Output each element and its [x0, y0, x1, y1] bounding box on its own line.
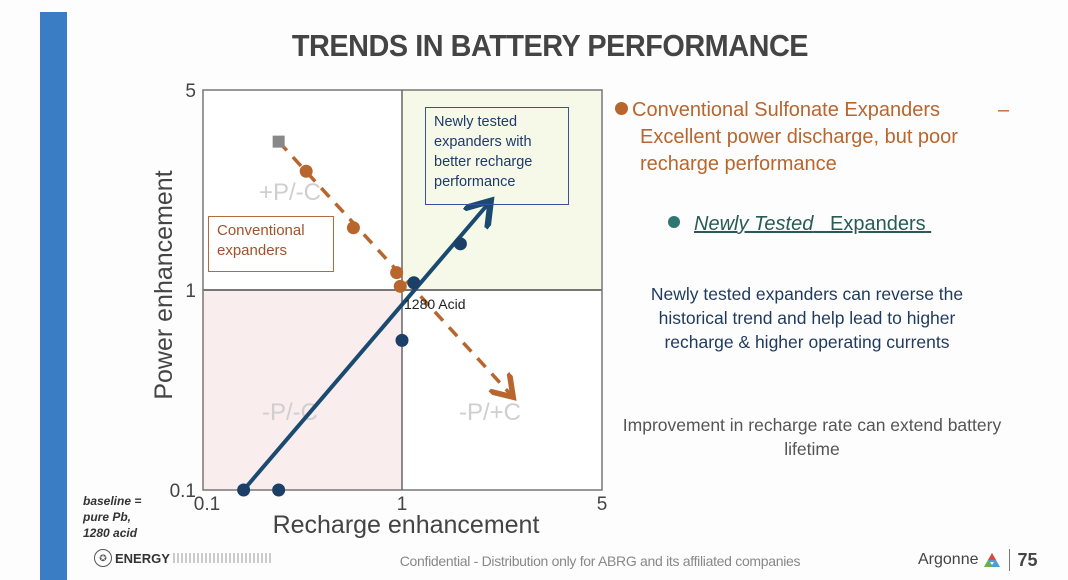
new-trend-arrow [242, 204, 489, 492]
data-point [453, 237, 467, 251]
argonne-triangle-icon [983, 553, 1000, 567]
acid-annotation: 1280 Acid [404, 296, 466, 312]
y-axis-label: Power enhancement [150, 170, 178, 399]
accent-sidebar [40, 12, 67, 580]
quadrant-top-left [203, 90, 402, 290]
legend-conventional-description: Excellent power discharge, but poor rech… [640, 126, 958, 175]
logo-separator [1008, 549, 1010, 571]
legend-conventional: Conventional Sulfonate Expanders – Excel… [615, 97, 1035, 178]
data-point [407, 276, 421, 290]
baseline-line-2: pure Pb, [83, 510, 132, 524]
data-point [299, 164, 313, 178]
legend-dash: – [998, 99, 1010, 121]
teal-bullet-icon [668, 216, 680, 228]
data-point [390, 266, 404, 280]
legend-new-rest: Expanders [830, 213, 926, 235]
y-tick-label: 0.1 [170, 481, 196, 502]
y-tick-label: 5 [185, 81, 196, 102]
data-point [395, 333, 409, 347]
baseline-line-3: 1280 acid [83, 526, 138, 540]
energy-fine-print [172, 553, 273, 563]
orange-bullet-icon [615, 102, 628, 115]
x-tick-label: 0.1 [194, 494, 220, 515]
baseline-line-1: baseline = [83, 494, 142, 508]
description-lifetime: Improvement in recharge rate can extend … [622, 415, 1002, 459]
quadrant-bottom-left [203, 290, 402, 490]
data-point [393, 279, 407, 293]
quadrant-label-top-left: +P/-C [259, 179, 321, 206]
footer-confidential: Confidential - Distribution only for ABR… [399, 553, 801, 569]
slide-title: TRENDS IN BATTERY PERFORMANCE [291, 28, 809, 63]
x-axis-label: Recharge enhancement [273, 511, 540, 539]
argonne-wordmark: Argonne [918, 551, 979, 568]
baseline-note: baseline = pure Pb, 1280 acid [83, 493, 153, 541]
data-point-square [272, 135, 285, 148]
legend-newly-tested: Newly Tested Expanders [668, 213, 931, 236]
doe-seal-icon: ✪ [94, 549, 112, 567]
quadrant-label-bottom-right: -P/+C [459, 399, 521, 426]
y-tick-label: 1 [185, 281, 196, 302]
description-reverse-trend: Newly tested expanders can reverse the h… [650, 284, 964, 352]
annotation-conventional: Conventional expanders [208, 216, 334, 272]
legend-conventional-label: Conventional Sulfonate Expanders [632, 99, 940, 121]
data-point [237, 483, 251, 497]
x-tick-label: 1 [397, 494, 408, 515]
data-point [272, 483, 286, 497]
argonne-logo: Argonne 75 [918, 549, 1038, 571]
x-tick-label: 5 [597, 494, 608, 515]
annotation-newly-tested: Newly tested expanders with better recha… [425, 107, 569, 205]
legend-new-italic: Newly Tested [694, 213, 814, 235]
data-point [346, 221, 360, 235]
energy-wordmark: ENERGY [115, 550, 170, 566]
energy-logo: ✪ ENERGY [94, 549, 273, 567]
quadrant-bottom-right [402, 290, 602, 490]
argonne-75-badge: 75 [1017, 549, 1038, 570]
